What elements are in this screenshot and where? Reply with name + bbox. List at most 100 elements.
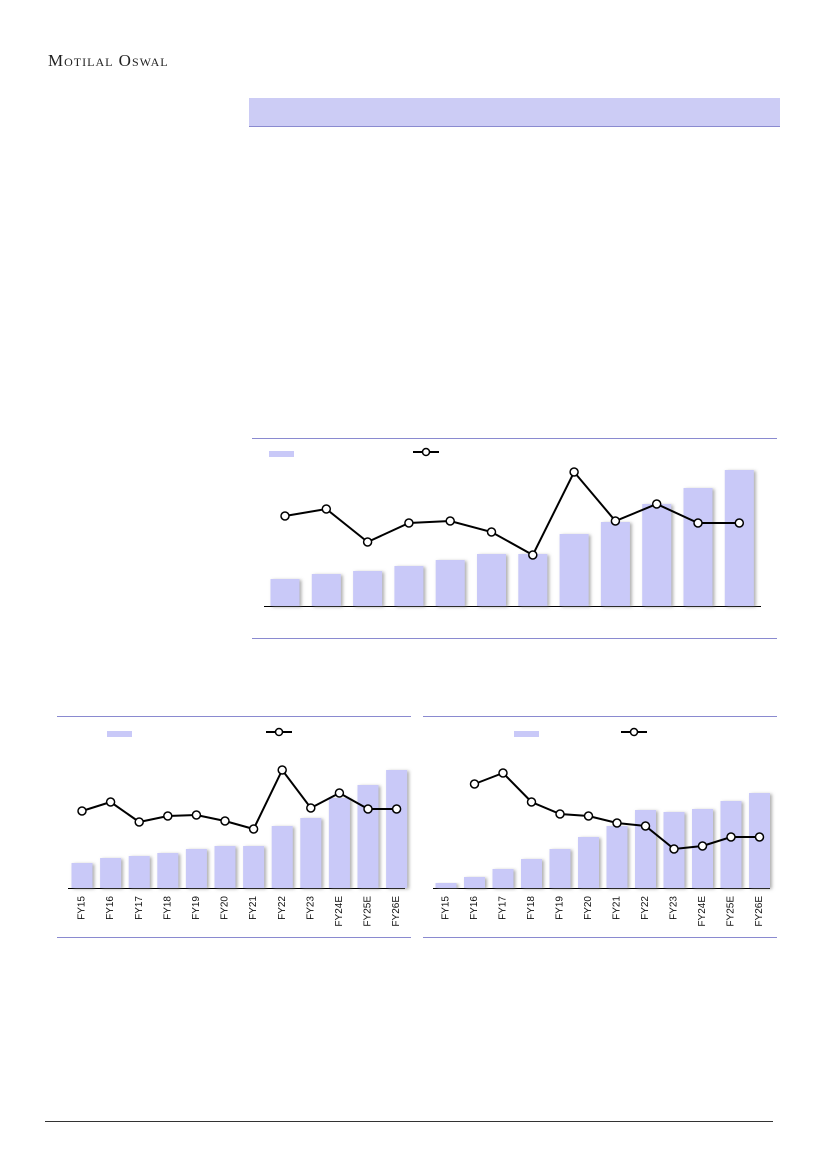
legend-swatch bbox=[269, 451, 294, 457]
point bbox=[610, 516, 621, 526]
point bbox=[651, 499, 662, 509]
point bbox=[697, 841, 708, 851]
point bbox=[612, 818, 622, 828]
point bbox=[134, 817, 144, 827]
bar bbox=[128, 856, 150, 888]
bar bbox=[549, 849, 571, 888]
bar bbox=[477, 554, 506, 606]
bar bbox=[157, 853, 179, 888]
bar bbox=[394, 566, 424, 606]
x-tick-label: FY24E bbox=[334, 896, 345, 927]
point bbox=[526, 797, 537, 807]
x-tick-label: FY18 bbox=[526, 896, 537, 920]
legend-marker bbox=[629, 727, 639, 737]
x-tick-label: FY25E bbox=[363, 896, 374, 927]
bar bbox=[386, 770, 408, 888]
section-bar bbox=[249, 98, 780, 126]
x-tick-label: FY21 bbox=[612, 896, 623, 920]
point bbox=[306, 803, 316, 813]
bar bbox=[492, 869, 514, 888]
point bbox=[754, 832, 765, 842]
x-tick-label: FY18 bbox=[162, 896, 173, 920]
bar bbox=[100, 858, 122, 888]
bar bbox=[600, 522, 630, 606]
point bbox=[640, 821, 651, 831]
x-tick-label: FY19 bbox=[191, 896, 202, 920]
point bbox=[363, 804, 373, 814]
bar bbox=[724, 470, 754, 606]
point bbox=[321, 504, 332, 514]
point bbox=[583, 811, 594, 821]
logo: Motilal Oswal bbox=[48, 51, 169, 70]
legend-swatch bbox=[107, 731, 132, 737]
point bbox=[105, 797, 116, 807]
bar bbox=[720, 801, 742, 888]
bar bbox=[71, 863, 93, 888]
x-tick-label: FY24E bbox=[697, 896, 708, 927]
line bbox=[284, 470, 740, 557]
point bbox=[734, 518, 745, 528]
point bbox=[486, 527, 497, 537]
point bbox=[334, 788, 345, 798]
point bbox=[569, 467, 579, 477]
x-tick-label: FY20 bbox=[583, 896, 594, 920]
bar bbox=[435, 883, 457, 888]
bar bbox=[328, 798, 350, 888]
point bbox=[669, 844, 679, 854]
x-tick-label: FY23 bbox=[305, 896, 316, 920]
bar bbox=[243, 846, 265, 888]
bar bbox=[683, 488, 713, 606]
bar bbox=[642, 504, 672, 606]
bar bbox=[214, 846, 236, 888]
point bbox=[726, 832, 736, 842]
x-tick-label: FY17 bbox=[498, 896, 509, 920]
point bbox=[693, 518, 703, 528]
point bbox=[77, 806, 87, 816]
bar bbox=[357, 785, 379, 888]
x-tick-label: FY23 bbox=[669, 896, 680, 920]
point bbox=[163, 811, 173, 821]
bar bbox=[311, 574, 341, 606]
x-tick-label: FY26E bbox=[391, 896, 402, 927]
x-tick-label: FY16 bbox=[469, 896, 480, 920]
bar bbox=[578, 837, 599, 888]
legend-marker bbox=[274, 727, 284, 737]
x-tick-label: FY22 bbox=[277, 896, 288, 920]
point bbox=[248, 824, 259, 834]
bar bbox=[300, 818, 322, 888]
x-tick-label: FY17 bbox=[134, 896, 145, 920]
point bbox=[498, 768, 508, 778]
point bbox=[220, 816, 230, 826]
bar bbox=[518, 554, 548, 606]
point bbox=[404, 518, 414, 528]
x-tick-label: FY20 bbox=[220, 896, 231, 920]
x-tick-label: FY21 bbox=[248, 896, 259, 920]
x-tick-label: FY15 bbox=[441, 896, 452, 920]
point bbox=[391, 804, 402, 814]
bar bbox=[559, 534, 589, 606]
point bbox=[362, 537, 373, 547]
point bbox=[191, 810, 202, 820]
bar bbox=[353, 571, 383, 606]
bar bbox=[271, 826, 293, 888]
legend-swatch bbox=[514, 731, 539, 737]
point bbox=[528, 550, 538, 560]
bar bbox=[435, 560, 465, 606]
bar bbox=[606, 826, 628, 888]
x-tick-label: FY19 bbox=[555, 896, 566, 920]
point bbox=[277, 765, 287, 775]
point bbox=[555, 809, 565, 819]
bar bbox=[464, 877, 485, 888]
point bbox=[445, 516, 455, 526]
point bbox=[469, 779, 480, 789]
bar bbox=[521, 859, 542, 888]
x-tick-label: FY22 bbox=[640, 896, 651, 920]
point bbox=[280, 511, 290, 521]
line bbox=[81, 768, 397, 831]
x-tick-label: FY25E bbox=[726, 896, 737, 927]
x-tick-label: FY15 bbox=[77, 896, 88, 920]
bar bbox=[185, 849, 207, 888]
x-tick-label: FY16 bbox=[105, 896, 116, 920]
legend-marker bbox=[421, 447, 431, 457]
